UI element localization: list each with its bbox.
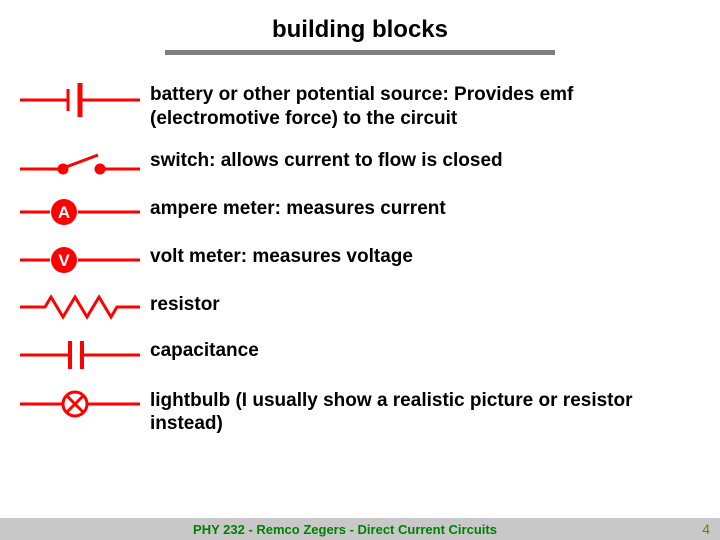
list-item: battery or other potential source: Provi… bbox=[0, 83, 720, 131]
page-number: 4 bbox=[690, 521, 720, 537]
battery-symbol bbox=[20, 83, 150, 117]
meter-letter: V bbox=[58, 251, 70, 270]
resistor-symbol bbox=[20, 293, 150, 321]
item-desc: lightbulb (I usually show a realistic pi… bbox=[150, 389, 720, 437]
list-item: resistor bbox=[0, 293, 720, 321]
switch-symbol bbox=[20, 149, 150, 179]
item-desc: switch: allows current to flow is closed bbox=[150, 149, 720, 173]
list-item: V volt meter: measures voltage bbox=[0, 245, 720, 275]
item-desc: volt meter: measures voltage bbox=[150, 245, 720, 269]
item-desc: capacitance bbox=[150, 339, 720, 363]
list-item: capacitance bbox=[0, 339, 720, 371]
footer-bar: PHY 232 - Remco Zegers - Direct Current … bbox=[0, 518, 720, 540]
symbol-list: battery or other potential source: Provi… bbox=[0, 83, 720, 436]
list-item: lightbulb (I usually show a realistic pi… bbox=[0, 389, 720, 437]
lightbulb-symbol bbox=[20, 389, 150, 419]
item-desc: ampere meter: measures current bbox=[150, 197, 720, 221]
meter-letter: A bbox=[58, 203, 70, 222]
slide: building blocks battery or other potenti… bbox=[0, 0, 720, 540]
capacitor-symbol bbox=[20, 339, 150, 371]
item-desc: resistor bbox=[150, 293, 720, 317]
list-item: switch: allows current to flow is closed bbox=[0, 149, 720, 179]
footer-text: PHY 232 - Remco Zegers - Direct Current … bbox=[0, 522, 690, 537]
voltmeter-symbol: V bbox=[20, 245, 150, 275]
item-desc: battery or other potential source: Provi… bbox=[150, 83, 720, 131]
list-item: A ampere meter: measures current bbox=[0, 197, 720, 227]
slide-title: building blocks bbox=[0, 0, 720, 50]
title-underline bbox=[165, 50, 555, 55]
ammeter-symbol: A bbox=[20, 197, 150, 227]
